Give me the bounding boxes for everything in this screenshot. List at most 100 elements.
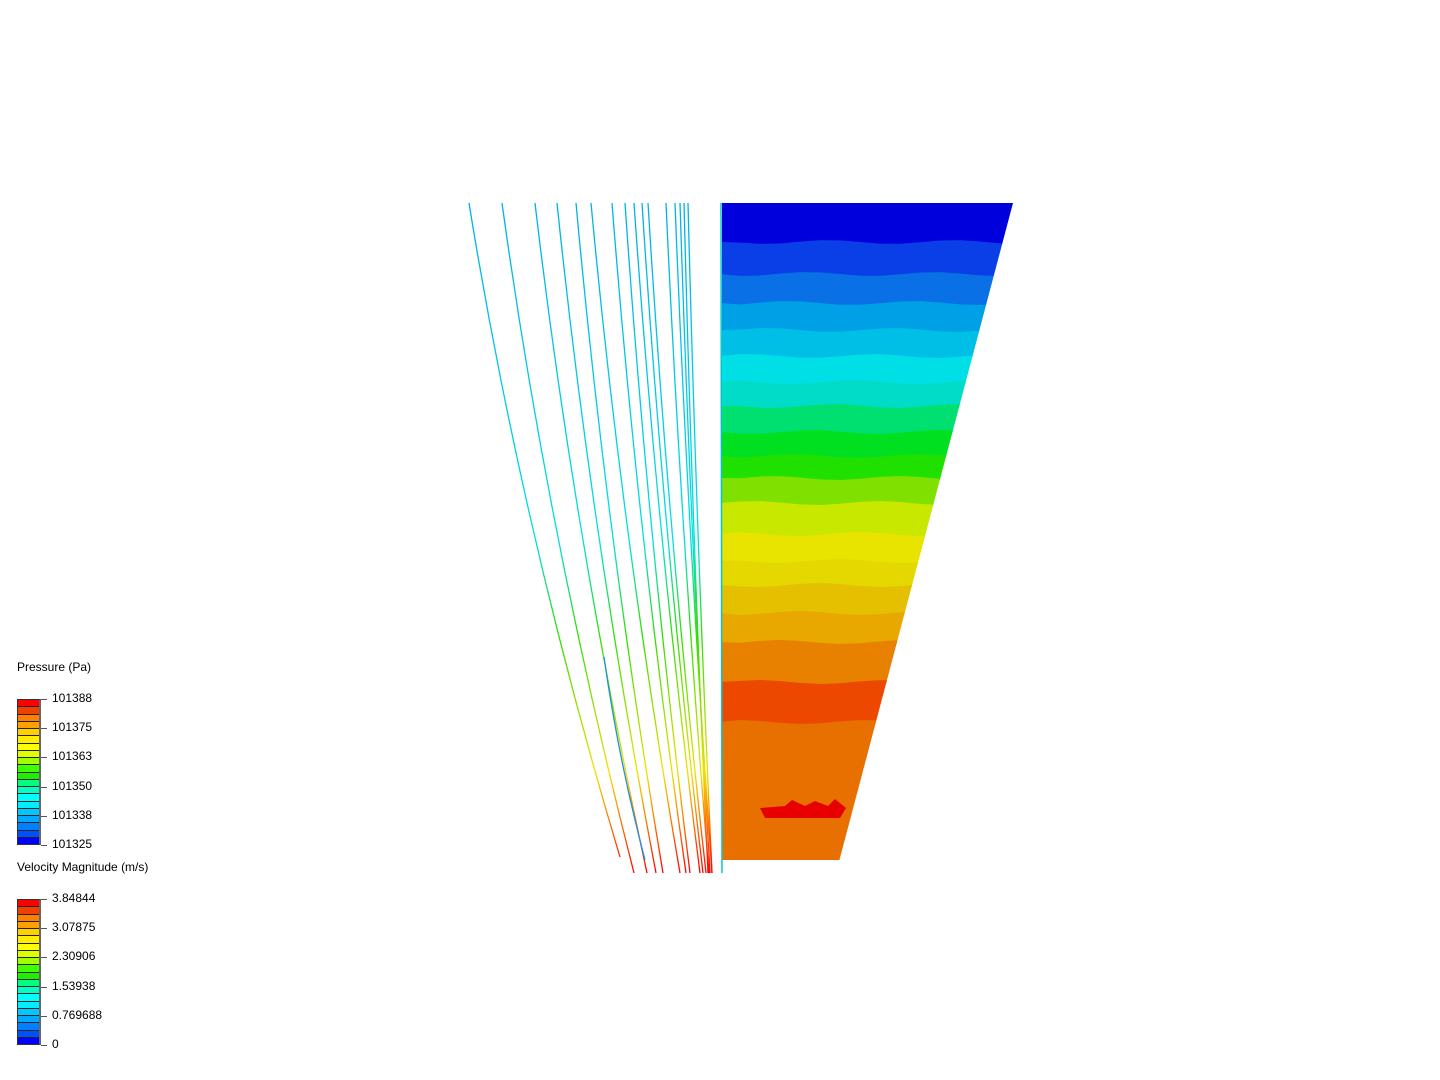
color-band <box>18 1001 39 1009</box>
velocity-streamlines <box>468 202 723 874</box>
legend-label: 2.30906 <box>52 949 96 964</box>
color-band <box>18 750 39 758</box>
color-band <box>18 816 39 824</box>
pressure-hotspot <box>760 799 846 818</box>
legend-label: 0 <box>52 1037 59 1051</box>
legend-tick <box>41 728 47 730</box>
color-band <box>18 729 39 737</box>
color-band <box>18 900 39 908</box>
contour-band <box>722 272 1013 305</box>
color-band <box>18 987 39 995</box>
streamline <box>633 202 701 874</box>
streamline <box>556 202 657 874</box>
pressure-contour <box>722 203 1013 860</box>
streamline <box>624 202 691 874</box>
streamline <box>534 202 648 874</box>
color-band <box>18 794 39 802</box>
streamline <box>590 202 681 874</box>
legend-tick <box>41 1045 47 1046</box>
legend-label: 3.07875 <box>52 920 96 935</box>
color-band <box>18 972 39 980</box>
legend-label: 101388 <box>52 691 93 705</box>
color-band <box>18 823 39 831</box>
legend-tick <box>41 957 47 959</box>
contour-band <box>722 203 1013 244</box>
legend-title: Velocity Magnitude (m/s) <box>17 860 149 874</box>
contour-band <box>722 611 1013 644</box>
streamline <box>603 656 646 861</box>
color-band <box>18 979 39 987</box>
streamline <box>665 202 710 874</box>
contour-band <box>722 583 1013 615</box>
color-band <box>18 700 39 708</box>
color-band <box>18 801 39 809</box>
color-band <box>18 743 39 751</box>
legend-title: Pressure (Pa) <box>17 660 92 674</box>
legend-label: 101350 <box>52 778 93 793</box>
streamline <box>575 202 664 874</box>
color-bar <box>17 899 41 1045</box>
legend-tick <box>41 1015 47 1017</box>
color-band <box>18 830 39 838</box>
color-band <box>18 1030 39 1038</box>
legend-tick <box>41 815 47 817</box>
color-band <box>18 714 39 722</box>
color-band <box>18 1037 39 1044</box>
color-band <box>18 943 39 951</box>
streamline <box>501 202 635 874</box>
contour-band <box>722 640 1013 684</box>
contour-band <box>722 720 1013 860</box>
contour-band <box>722 404 1013 434</box>
legend-label: 101375 <box>52 720 93 735</box>
color-band <box>18 758 39 766</box>
legend-label: 101325 <box>52 837 93 851</box>
color-band <box>18 772 39 780</box>
color-band <box>18 994 39 1002</box>
legend-tick <box>41 928 47 930</box>
contour-band <box>722 240 1013 276</box>
symmetry-edge <box>720 202 723 874</box>
color-band <box>18 1008 39 1016</box>
contour-band <box>722 430 1013 458</box>
contour-band <box>722 380 1013 408</box>
color-band <box>18 787 39 795</box>
color-bar <box>17 699 41 845</box>
color-band <box>18 721 39 729</box>
legend-tick <box>41 899 47 900</box>
contour-band <box>722 501 1013 536</box>
streamline <box>468 202 621 858</box>
color-band <box>18 1023 39 1031</box>
color-band <box>18 736 39 744</box>
streamline <box>641 202 704 874</box>
color-band <box>18 958 39 966</box>
contour-band <box>722 532 1013 563</box>
color-band <box>18 1016 39 1024</box>
color-band <box>18 808 39 816</box>
contour-band <box>722 476 1013 505</box>
contour-band <box>722 354 1013 384</box>
color-band <box>18 837 39 844</box>
color-band <box>18 929 39 937</box>
legend-tick <box>41 757 47 759</box>
streamline <box>674 202 713 874</box>
color-band <box>18 765 39 773</box>
streamline <box>611 202 687 874</box>
color-band <box>18 707 39 715</box>
streamline <box>683 202 709 874</box>
legend-label: 101338 <box>52 807 93 822</box>
contour-band <box>722 454 1013 480</box>
contour-band <box>722 680 1013 724</box>
contour-band <box>722 559 1013 587</box>
color-band <box>18 950 39 958</box>
legend-tick <box>41 845 47 846</box>
streamline <box>679 202 711 874</box>
color-band <box>18 921 39 929</box>
legend-label: 101363 <box>52 749 93 764</box>
streamline <box>687 202 713 874</box>
legend-tick <box>41 786 47 788</box>
streamline <box>647 202 707 874</box>
contour-band <box>722 328 1013 358</box>
legend-label: 3.84844 <box>52 891 96 905</box>
contour-band <box>722 301 1013 332</box>
